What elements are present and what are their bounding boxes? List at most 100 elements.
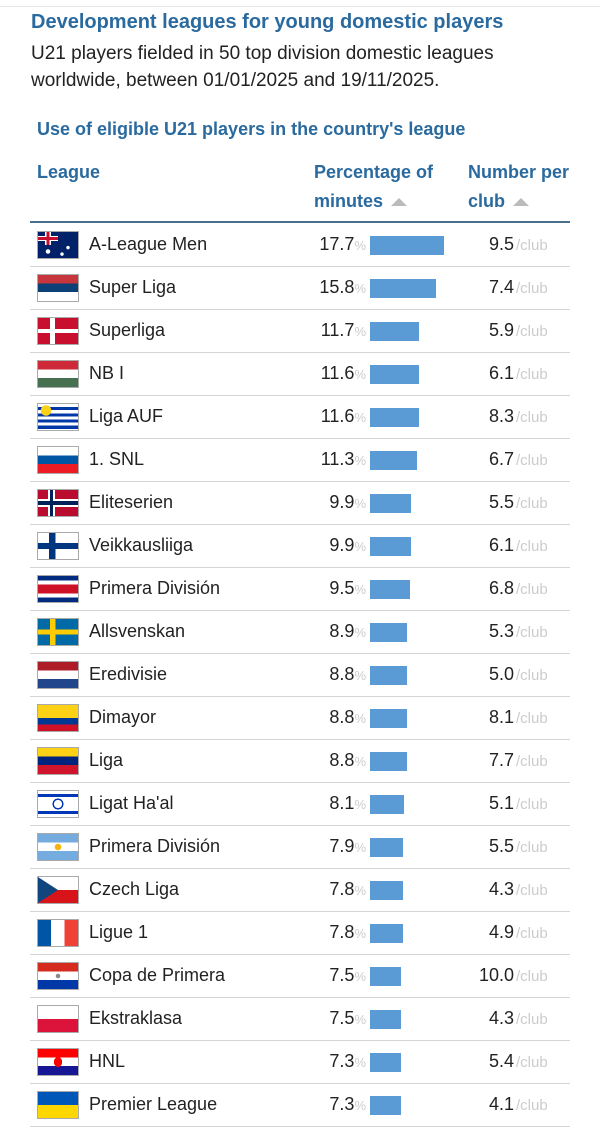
table-row[interactable]: Ekstraklasa 7.5% 4.3 /club bbox=[30, 998, 570, 1041]
flag-france-icon bbox=[37, 919, 79, 947]
club-unit: /club bbox=[516, 839, 548, 856]
table-row[interactable]: Superliga 11.7% 5.9 /club bbox=[30, 310, 570, 353]
table-row[interactable]: Ligue 1 7.8% 4.9 /club bbox=[30, 912, 570, 955]
percentage-value: 7.3% bbox=[329, 1094, 366, 1114]
league-name[interactable]: Veikkausliiga bbox=[89, 535, 194, 555]
number-per-club-value: 5.9 bbox=[488, 320, 514, 340]
table-row[interactable]: A-League Men 17.7% 9.5 /club bbox=[30, 224, 570, 267]
column-header-league[interactable]: League bbox=[37, 158, 100, 187]
flag-colombia-icon bbox=[37, 704, 79, 732]
sort-ascending-icon[interactable] bbox=[513, 198, 530, 207]
table-row[interactable]: HNL 7.3% 5.4 /club bbox=[30, 1041, 570, 1084]
flag-ukraine-icon bbox=[37, 1091, 79, 1119]
table-title: Use of eligible U21 players in the count… bbox=[37, 119, 466, 139]
club-unit: /club bbox=[516, 409, 548, 426]
percentage-value: 7.3% bbox=[329, 1051, 366, 1071]
number-per-club-value: 8.1 bbox=[488, 707, 514, 727]
number-per-club-value: 5.0 bbox=[488, 664, 514, 684]
table-row[interactable]: Premier League 7.3% 4.1 /club bbox=[30, 1084, 570, 1127]
club-unit: /club bbox=[516, 624, 548, 641]
percentage-value: 8.1% bbox=[329, 793, 366, 813]
percentage-value: 11.3% bbox=[320, 449, 366, 469]
league-name[interactable]: Super Liga bbox=[89, 277, 177, 297]
number-per-club-value: 10.0 bbox=[478, 965, 514, 985]
league-name[interactable]: Allsvenskan bbox=[89, 621, 186, 641]
club-unit: /club bbox=[516, 882, 548, 899]
flag-uruguay-icon bbox=[37, 403, 79, 431]
league-name[interactable]: Ligat Ha'al bbox=[89, 793, 174, 813]
league-name[interactable]: Superliga bbox=[89, 320, 166, 340]
league-name[interactable]: Primera División bbox=[89, 836, 221, 856]
percentage-value: 11.6% bbox=[320, 406, 366, 426]
table-row[interactable]: Copa de Primera 7.5% 10.0 /club bbox=[30, 955, 570, 998]
number-per-club-value: 9.5 bbox=[488, 234, 514, 254]
percentage-bar bbox=[370, 236, 444, 255]
percentage-bar bbox=[370, 580, 410, 599]
number-per-club-value: 5.1 bbox=[488, 793, 514, 813]
flag-costa-rica-icon bbox=[37, 575, 79, 603]
flag-serbia-icon bbox=[37, 274, 79, 302]
league-name[interactable]: Liga bbox=[89, 750, 124, 770]
table-row[interactable]: Veikkausliiga 9.9% 6.1 /club bbox=[30, 525, 570, 568]
flag-norway-icon bbox=[37, 489, 79, 517]
club-unit: /club bbox=[516, 1097, 548, 1114]
league-name[interactable]: Ekstraklasa bbox=[89, 1008, 183, 1028]
table-row[interactable]: NB I 11.6% 6.1 /club bbox=[30, 353, 570, 396]
league-name[interactable]: Czech Liga bbox=[89, 879, 180, 899]
number-per-club-value: 6.1 bbox=[488, 363, 514, 383]
league-name[interactable]: NB I bbox=[89, 363, 125, 383]
table-row[interactable]: Dimayor 8.8% 8.1 /club bbox=[30, 697, 570, 740]
club-unit: /club bbox=[516, 237, 548, 254]
league-name[interactable]: Premier League bbox=[89, 1094, 218, 1114]
flag-denmark-icon bbox=[37, 317, 79, 345]
league-name[interactable]: Primera División bbox=[89, 578, 221, 598]
number-per-club-value: 6.7 bbox=[488, 449, 514, 469]
league-table: A-League Men 17.7% 9.5 /club Super Liga … bbox=[30, 224, 570, 1127]
flag-finland-icon bbox=[37, 532, 79, 560]
number-per-club-value: 5.4 bbox=[488, 1051, 514, 1071]
number-per-club-value: 5.3 bbox=[488, 621, 514, 641]
percentage-bar bbox=[370, 408, 419, 427]
percentage-bar bbox=[370, 494, 412, 513]
percentage-bar bbox=[370, 1096, 401, 1115]
table-row[interactable]: Primera División 9.5% 6.8 /club bbox=[30, 568, 570, 611]
league-name[interactable]: Copa de Primera bbox=[89, 965, 226, 985]
league-name[interactable]: Dimayor bbox=[89, 707, 157, 727]
club-unit: /club bbox=[516, 925, 548, 942]
table-row[interactable]: Eredivisie 8.8% 5.0 /club bbox=[30, 654, 570, 697]
column-header-number[interactable]: Number per club bbox=[468, 158, 578, 216]
percentage-value: 7.5% bbox=[329, 1008, 366, 1028]
flag-poland-icon bbox=[37, 1005, 79, 1033]
sort-ascending-icon[interactable] bbox=[391, 198, 408, 207]
table-row[interactable]: Czech Liga 7.8% 4.3 /club bbox=[30, 869, 570, 912]
table-row[interactable]: Primera División 7.9% 5.5 /club bbox=[30, 826, 570, 869]
number-per-club-value: 4.1 bbox=[488, 1094, 514, 1114]
league-name[interactable]: HNL bbox=[89, 1051, 126, 1071]
column-header-percentage[interactable]: Percentage of minutes bbox=[314, 158, 454, 216]
table-row[interactable]: Allsvenskan 8.9% 5.3 /club bbox=[30, 611, 570, 654]
flag-slovenia-icon bbox=[37, 446, 79, 474]
table-row[interactable]: Liga AUF 11.6% 8.3 /club bbox=[30, 396, 570, 439]
league-name[interactable]: Ligue 1 bbox=[89, 922, 149, 942]
header-label: Percentage of minutes bbox=[314, 162, 434, 211]
league-name[interactable]: Eliteserien bbox=[89, 492, 174, 512]
percentage-value: 7.8% bbox=[329, 879, 366, 899]
league-name[interactable]: 1. SNL bbox=[89, 449, 145, 469]
percentage-bar bbox=[370, 795, 404, 814]
league-name[interactable]: Liga AUF bbox=[89, 406, 164, 426]
flag-venezuela-icon bbox=[37, 747, 79, 775]
percentage-value: 9.5% bbox=[329, 578, 366, 598]
table-row[interactable]: 1. SNL 11.3% 6.7 /club bbox=[30, 439, 570, 482]
percentage-value: 9.9% bbox=[329, 535, 366, 555]
league-name[interactable]: Eredivisie bbox=[89, 664, 168, 684]
number-per-club-value: 4.9 bbox=[488, 922, 514, 942]
club-unit: /club bbox=[516, 667, 548, 684]
league-name[interactable]: A-League Men bbox=[89, 234, 208, 254]
table-row[interactable]: Liga 8.8% 7.7 /club bbox=[30, 740, 570, 783]
table-row[interactable]: Eliteserien 9.9% 5.5 /club bbox=[30, 482, 570, 525]
flag-australia-icon bbox=[37, 231, 79, 259]
table-row[interactable]: Super Liga 15.8% 7.4 /club bbox=[30, 267, 570, 310]
club-unit: /club bbox=[516, 710, 548, 727]
percentage-value: 7.8% bbox=[329, 922, 366, 942]
table-row[interactable]: Ligat Ha'al 8.1% 5.1 /club bbox=[30, 783, 570, 826]
